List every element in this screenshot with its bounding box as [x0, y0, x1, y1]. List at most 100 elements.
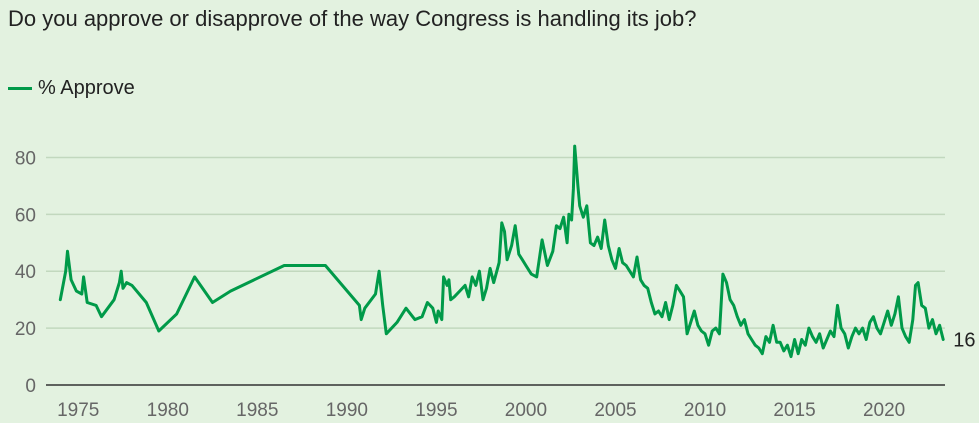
data-point: [95, 304, 97, 307]
data-point: [498, 261, 500, 264]
x-tick-label: 1980: [147, 400, 189, 421]
data-point: [482, 298, 484, 301]
series-line-approve: [58, 144, 945, 359]
data-point: [679, 290, 681, 292]
data-point: [573, 145, 576, 147]
data-point: [754, 344, 756, 346]
data-point: [861, 327, 864, 329]
data-point: [446, 284, 448, 287]
data-point: [572, 187, 575, 190]
data-point: [761, 352, 764, 355]
x-tick-label: 1995: [415, 400, 457, 421]
data-point: [478, 270, 481, 273]
data-point: [829, 330, 832, 332]
data-point: [693, 310, 696, 312]
data-point: [935, 333, 937, 335]
data-point: [535, 276, 538, 278]
data-point: [854, 327, 857, 329]
data-point: [931, 318, 934, 321]
data-point: [894, 313, 896, 315]
data-point: [525, 264, 527, 267]
data-point: [437, 310, 439, 312]
data-point: [689, 321, 692, 324]
data-point: [664, 301, 667, 304]
data-point: [575, 162, 577, 164]
data-point: [826, 338, 828, 341]
data-point: [570, 219, 573, 221]
data-point: [100, 315, 103, 318]
data-point: [81, 293, 83, 295]
chart-title: Do you approve or disapprove of the way …: [8, 6, 697, 31]
data-point: [283, 264, 285, 267]
data-point: [697, 324, 699, 327]
data-point: [414, 318, 416, 321]
data-point: [324, 264, 327, 267]
data-point: [736, 315, 739, 318]
data-point: [546, 264, 549, 267]
data-point: [593, 244, 595, 247]
data-point: [840, 327, 842, 329]
y-tick-label: 80: [15, 148, 36, 169]
data-point: [122, 287, 124, 290]
data-point: [514, 224, 516, 227]
data-point: [577, 185, 579, 187]
data-point: [911, 318, 914, 321]
data-point: [158, 330, 160, 332]
data-point: [59, 298, 62, 301]
data-point: [131, 284, 133, 287]
data-point: [552, 250, 554, 253]
data-point: [435, 321, 438, 324]
data-point: [671, 304, 674, 307]
x-tick-label: 2015: [773, 400, 815, 421]
data-point: [489, 267, 491, 270]
data-point: [578, 205, 581, 207]
data-point: [358, 304, 361, 307]
data-point: [786, 344, 789, 346]
data-point: [618, 247, 620, 250]
data-point: [920, 304, 923, 307]
data-point: [722, 273, 724, 275]
data-point: [449, 298, 452, 301]
data-point: [453, 296, 456, 298]
y-tick-label: 40: [15, 262, 36, 283]
data-point: [632, 276, 635, 278]
data-point: [797, 352, 799, 355]
data-point: [879, 333, 882, 335]
x-tick-label: 2005: [594, 400, 636, 421]
data-point: [938, 324, 941, 327]
x-tick-label: 2010: [684, 400, 726, 421]
data-point: [843, 333, 846, 335]
data-point: [582, 216, 585, 218]
data-point: [858, 333, 860, 335]
data-point: [908, 341, 910, 344]
data-point: [485, 287, 488, 290]
data-point: [360, 318, 362, 321]
legend: % Approve: [8, 76, 135, 100]
y-tick-label: 0: [25, 376, 36, 397]
data-point: [175, 313, 178, 315]
data-point: [82, 276, 85, 278]
data-point: [193, 276, 196, 278]
data-point: [530, 273, 533, 275]
data-point: [768, 341, 771, 344]
data-point: [503, 230, 506, 233]
data-point: [654, 313, 656, 315]
data-point: [421, 315, 423, 318]
data-point: [833, 335, 835, 338]
data-point: [118, 281, 121, 284]
data-point: [732, 304, 735, 307]
data-point: [704, 333, 706, 335]
data-point: [471, 276, 474, 278]
data-point: [229, 290, 232, 292]
x-tick-label: 2020: [863, 400, 905, 421]
data-point: [211, 301, 214, 304]
data-point: [661, 315, 663, 318]
data-point: [611, 259, 613, 261]
data-point: [145, 301, 148, 304]
data-point: [442, 276, 445, 278]
data-point: [70, 278, 72, 281]
data-point: [822, 347, 825, 349]
data-point: [779, 341, 782, 344]
data-point: [800, 338, 803, 341]
